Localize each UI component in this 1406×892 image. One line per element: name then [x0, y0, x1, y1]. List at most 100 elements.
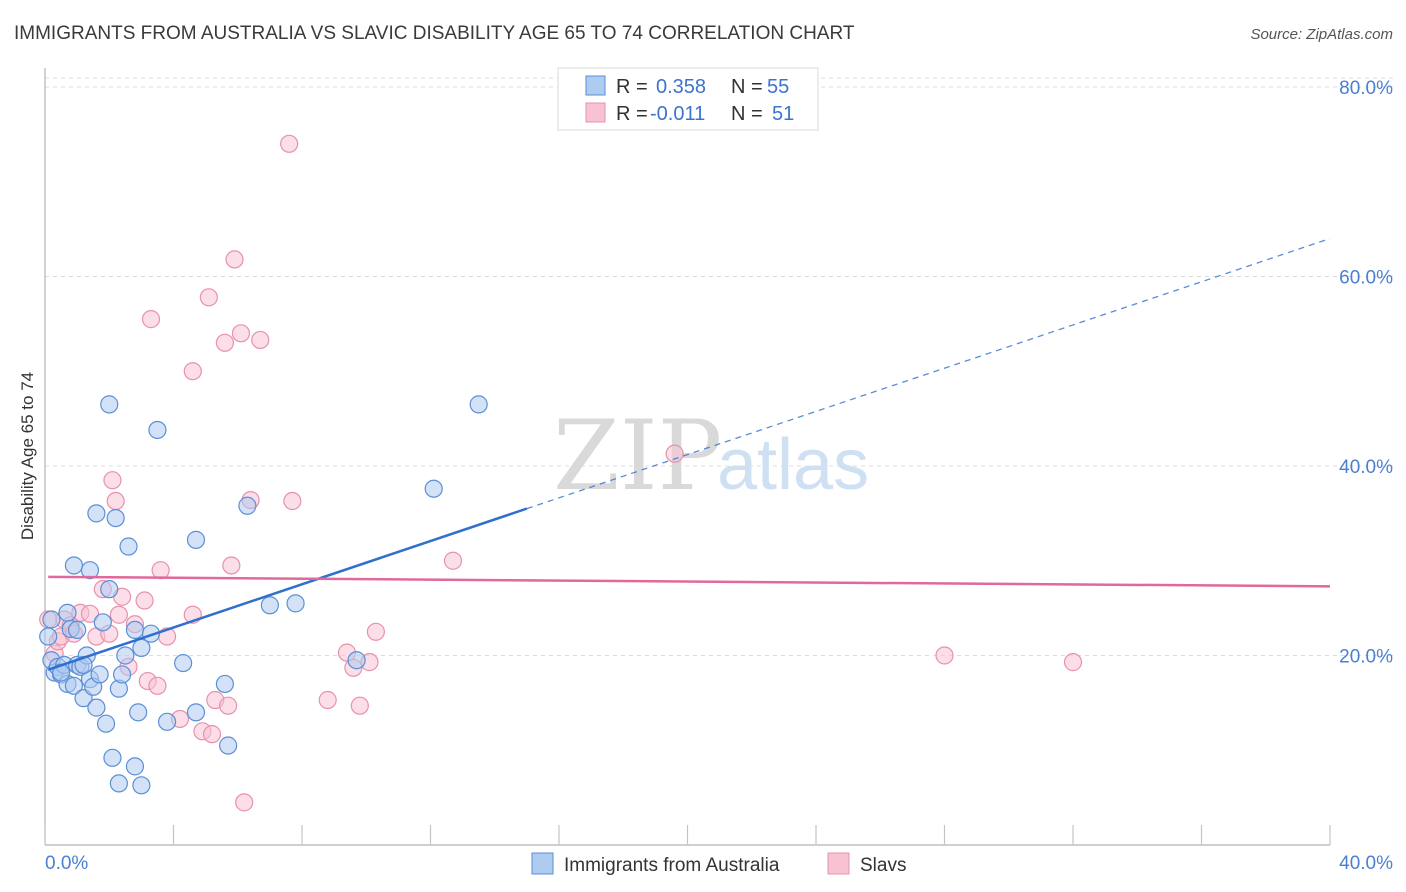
- point-slavs: [219, 696, 238, 715]
- series-immigrants-from-australia: [39, 395, 488, 795]
- point-immigrants-from-australia: [219, 736, 238, 755]
- watermark-atlas: atlas: [717, 425, 869, 505]
- point-immigrants-from-australia: [64, 676, 84, 695]
- point-immigrants-from-australia: [106, 508, 125, 528]
- point-immigrants-from-australia: [125, 620, 145, 640]
- point-immigrants-from-australia: [286, 594, 305, 613]
- point-immigrants-from-australia: [424, 479, 443, 498]
- y-axis-label: Disability Age 65 to 74: [18, 372, 37, 540]
- legend-r-label-1: R =: [616, 76, 648, 98]
- point-immigrants-from-australia: [87, 504, 106, 523]
- point-immigrants-from-australia: [93, 613, 112, 632]
- point-immigrants-from-australia: [100, 395, 119, 414]
- y-tick-label: 60.0%: [1339, 267, 1393, 288]
- point-immigrants-from-australia: [215, 674, 234, 694]
- point-slavs: [215, 333, 234, 352]
- trend-line-pink: [48, 575, 1331, 588]
- trend-line-blue-extension: [526, 237, 1331, 510]
- watermark-zip: ZIP: [553, 400, 722, 512]
- point-immigrants-from-australia: [347, 651, 366, 670]
- y-tick-labels: 20.0% 40.0% 60.0% 80.0%: [1339, 78, 1393, 668]
- point-immigrants-from-australia: [119, 537, 138, 556]
- point-slavs: [283, 491, 302, 511]
- legend-n-label-1: N =: [731, 76, 763, 98]
- legend-r-value-1: 0.358: [656, 76, 706, 98]
- point-slavs: [148, 676, 167, 695]
- point-slavs: [280, 134, 299, 153]
- point-immigrants-from-australia: [186, 530, 206, 549]
- point-slavs: [366, 622, 385, 641]
- legend-n-value-1: 55: [767, 76, 789, 98]
- point-immigrants-from-australia: [87, 698, 106, 717]
- legend-swatch-blue: [585, 75, 606, 96]
- legend-r-value-2: -0.011: [650, 103, 705, 125]
- point-immigrants-from-australia: [112, 665, 132, 684]
- point-immigrants-from-australia: [129, 703, 148, 722]
- bottom-legend-label-1: Immigrants from Australia: [564, 855, 780, 876]
- y-tick-label: 40.0%: [1339, 457, 1393, 478]
- point-immigrants-from-australia: [51, 663, 71, 682]
- legend-r-label-2: R =: [616, 103, 648, 125]
- point-slavs: [141, 310, 161, 329]
- correlation-legend: R = 0.358 N = 55 R = -0.011 N = 51: [557, 67, 819, 131]
- point-immigrants-from-australia: [238, 496, 257, 515]
- point-immigrants-from-australia: [109, 774, 128, 793]
- y-tick-label: 20.0%: [1339, 646, 1393, 667]
- point-immigrants-from-australia: [469, 395, 488, 414]
- legend-n-value-2: 51: [772, 103, 794, 125]
- point-immigrants-from-australia: [157, 712, 177, 731]
- bottom-legend-label-2: Slavs: [860, 855, 906, 876]
- bottom-legend-swatch-blue: [531, 852, 554, 875]
- point-immigrants-from-australia: [186, 703, 206, 722]
- point-slavs: [103, 471, 122, 490]
- x-tick-marks: [44, 825, 1331, 845]
- gridlines: [45, 77, 1393, 656]
- point-slavs: [665, 444, 684, 463]
- point-immigrants-from-australia: [68, 620, 87, 640]
- point-immigrants-from-australia: [141, 624, 161, 643]
- trend-line-blue: [47, 507, 528, 671]
- point-slavs: [135, 591, 154, 610]
- point-slavs: [251, 330, 270, 350]
- point-slavs: [235, 793, 254, 812]
- bottom-legend-swatch-pink: [827, 852, 850, 875]
- point-immigrants-from-australia: [42, 610, 61, 629]
- point-slavs: [222, 556, 241, 575]
- x-tick-label-min: 0.0%: [45, 853, 88, 874]
- point-slavs: [443, 551, 463, 570]
- x-tick-label-max: 40.0%: [1339, 853, 1393, 874]
- point-immigrants-from-australia: [74, 655, 93, 675]
- point-immigrants-from-australia: [103, 748, 122, 767]
- point-immigrants-from-australia: [174, 653, 193, 673]
- point-immigrants-from-australia: [125, 757, 145, 776]
- series-legend: Immigrants from Australia Slavs: [531, 852, 906, 876]
- point-immigrants-from-australia: [116, 646, 135, 665]
- point-slavs: [318, 690, 337, 710]
- point-slavs: [1063, 653, 1083, 672]
- point-immigrants-from-australia: [58, 603, 77, 622]
- trend-lines: [47, 237, 1331, 671]
- y-tick-label: 80.0%: [1339, 78, 1393, 99]
- point-slavs: [199, 288, 218, 307]
- point-slavs: [106, 491, 125, 511]
- chart-title: IMMIGRANTS FROM AUSTRALIA VS SLAVIC DISA…: [14, 23, 855, 44]
- legend-n-label-2: N =: [731, 103, 763, 125]
- point-slavs: [350, 696, 369, 715]
- point-immigrants-from-australia: [148, 420, 167, 440]
- source-label: Source: ZipAtlas.com: [1250, 26, 1393, 43]
- point-slavs: [225, 250, 244, 269]
- point-slavs: [202, 725, 222, 744]
- point-immigrants-from-australia: [100, 580, 119, 599]
- point-immigrants-from-australia: [90, 665, 109, 684]
- point-immigrants-from-australia: [64, 556, 84, 575]
- point-slavs: [80, 604, 100, 623]
- point-immigrants-from-australia: [96, 714, 116, 733]
- point-slavs: [151, 561, 170, 580]
- legend-swatch-pink: [585, 102, 606, 123]
- point-slavs: [183, 362, 202, 381]
- point-immigrants-from-australia: [132, 776, 151, 795]
- point-immigrants-from-australia: [260, 596, 279, 615]
- point-slavs: [109, 605, 128, 624]
- point-slavs: [935, 646, 954, 665]
